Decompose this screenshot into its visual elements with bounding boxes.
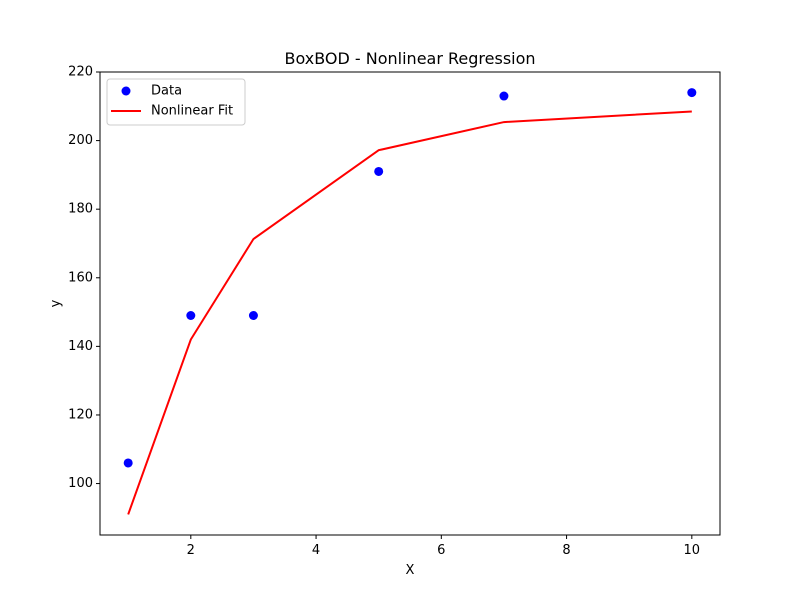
data-point	[248, 311, 258, 321]
data-point	[499, 91, 509, 101]
data-point	[687, 88, 697, 98]
x-tick-label: 4	[312, 543, 320, 558]
y-axis-label: y	[49, 299, 64, 307]
data-point	[374, 166, 384, 176]
chart-title: BoxBOD - Nonlinear Regression	[284, 49, 535, 68]
x-tick-label: 2	[187, 543, 195, 558]
fit-line	[127, 110, 692, 515]
x-axis-label: X	[406, 563, 415, 578]
y-tick-label: 160	[68, 270, 93, 285]
legend: Data Nonlinear Fit	[106, 78, 246, 126]
y-tick-label: 100	[68, 476, 93, 491]
y-tick-label: 200	[68, 133, 93, 148]
y-tick-label: 180	[68, 202, 93, 217]
legend-label: Data	[151, 84, 182, 99]
data-point	[186, 311, 196, 321]
x-tick-label: 6	[437, 543, 445, 558]
x-tick-label: 10	[684, 543, 701, 558]
plot-frame	[99, 71, 721, 536]
legend-marker-data	[121, 86, 131, 96]
plot-area: 2 4 6 8 10 100 120 140 160 180 200 220 Data Nonlinear…	[68, 65, 721, 558]
x-tick-label: 8	[562, 543, 570, 558]
y-tick-label: 120	[68, 407, 93, 422]
legend-box	[106, 78, 246, 126]
y-tick-label: 220	[68, 65, 93, 80]
legend-label: Nonlinear Fit	[151, 104, 233, 119]
y-tick-label: 140	[68, 339, 93, 354]
data-point	[123, 458, 133, 468]
